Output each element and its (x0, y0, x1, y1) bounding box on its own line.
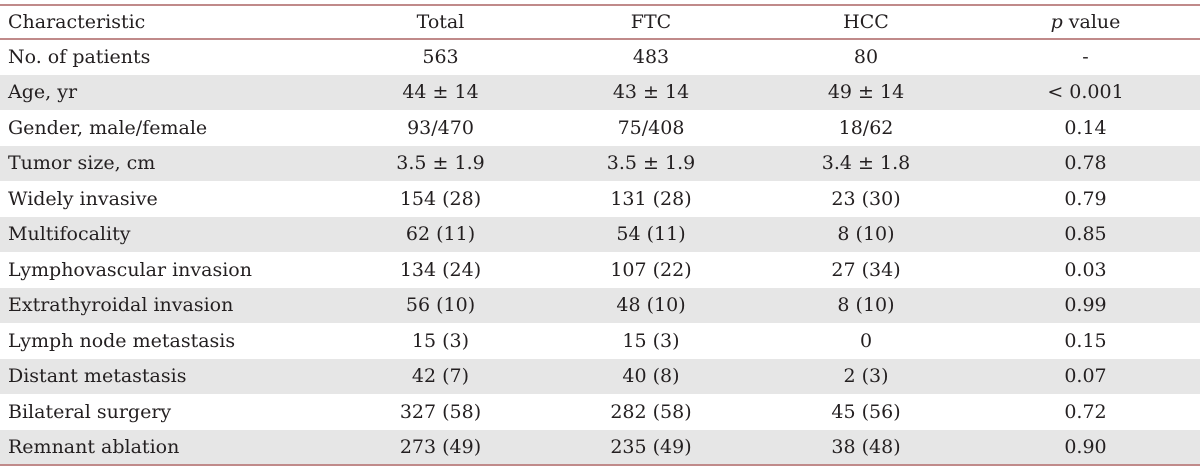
cell-p-value: 0.03 (1064, 258, 1107, 281)
cell-ftc: 282 (58) (610, 400, 692, 423)
cell-characteristic: Lymphovascular invasion (8, 258, 252, 281)
cell-ftc: 43 ± 14 (541, 74, 761, 110)
cell-p-value: < 0.001 (971, 74, 1200, 110)
header-row: Characteristic Total FTC HCC p value (0, 4, 1200, 40)
cell-hcc: 0 (859, 329, 873, 352)
table-header: Characteristic Total FTC HCC p value (0, 4, 1200, 40)
cell-ftc: 235 (49) (541, 429, 761, 466)
cell-p-value: 0.78 (971, 145, 1200, 181)
table-row: Multifocality 62 (11) 54 (11) 8 (10) 0.85 (0, 216, 1200, 252)
cell-characteristic: Lymph node metastasis (8, 329, 236, 352)
cell-total: 93/470 (407, 116, 474, 139)
header-p-label: value (1062, 11, 1121, 33)
cell-p-value: 0.14 (1064, 116, 1107, 139)
cell-ftc: 15 (3) (622, 329, 680, 352)
header-ftc: FTC (541, 4, 761, 40)
table-body: No. of patients 563 483 80 - Age, yr 44 ± 14 43… (0, 39, 1200, 466)
cell-characteristic: Widely invasive (8, 187, 158, 210)
cell-hcc: 80 (853, 46, 879, 69)
cell-characteristic: No. of patients (8, 46, 151, 69)
cell-total: 273 (49) (340, 429, 541, 466)
cell-ftc: 54 (11) (541, 216, 761, 252)
cell-p-value: - (1082, 46, 1089, 69)
table-row: Distant metastasis 42 (7) 40 (8) 2 (3) 0.07 (0, 358, 1200, 394)
cell-ftc: 131 (28) (610, 187, 692, 210)
cell-ftc: 75/408 (617, 116, 685, 139)
cell-ftc: 48 (10) (541, 287, 761, 323)
cell-hcc: 38 (48) (761, 429, 971, 466)
cell-total: 42 (7) (340, 358, 541, 394)
table-row: Age, yr 44 ± 14 43 ± 14 49 ± 14 < 0.001 (0, 74, 1200, 110)
cell-ftc: 40 (8) (541, 358, 761, 394)
cell-p-value: 0.15 (1064, 329, 1107, 352)
characteristics-table-container: Characteristic Total FTC HCC p value No.… (0, 4, 1200, 466)
cell-ftc: 107 (22) (610, 258, 692, 281)
cell-p-value: 0.85 (971, 216, 1200, 252)
cell-hcc: 8 (10) (761, 216, 971, 252)
cell-total: 56 (10) (340, 287, 541, 323)
cell-total: 44 ± 14 (340, 74, 541, 110)
cell-total: 563 (422, 46, 459, 69)
table-row: Bilateral surgery 327 (58) 282 (58) 45 (56)… (0, 394, 1200, 430)
cell-p-value: 0.90 (971, 429, 1200, 466)
cell-p-value: 0.72 (1064, 400, 1107, 423)
table-row: Tumor size, cm 3.5 ± 1.9 3.5 ± 1.9 3.4 ± 1.… (0, 145, 1200, 181)
cell-p-value: 0.79 (1064, 187, 1107, 210)
header-characteristic: Characteristic (0, 4, 340, 40)
header-hcc: HCC (761, 4, 971, 40)
cell-total: 327 (58) (399, 400, 482, 423)
cell-total: 3.5 ± 1.9 (340, 145, 541, 181)
cell-total: 62 (11) (340, 216, 541, 252)
cell-total: 154 (28) (399, 187, 482, 210)
table-row: Lymphovascular invasion 134 (24) 107 (22) 2… (0, 252, 1200, 288)
table-row: No. of patients 563 483 80 - (0, 39, 1200, 75)
cell-hcc: 27 (34) (831, 258, 901, 281)
cell-p-value: 0.99 (971, 287, 1200, 323)
cell-total: 15 (3) (411, 329, 470, 352)
cell-characteristic: Bilateral surgery (8, 400, 172, 423)
cell-characteristic: Remnant ablation (0, 429, 340, 466)
cell-hcc: 49 ± 14 (761, 74, 971, 110)
table-row: Gender, male/female 93/470 75/408 18/62 0.14 (0, 110, 1200, 146)
cell-p-value: 0.07 (971, 358, 1200, 394)
cell-ftc: 3.5 ± 1.9 (541, 145, 761, 181)
cell-hcc: 3.4 ± 1.8 (761, 145, 971, 181)
table-row: Lymph node metastasis 15 (3) 15 (3) 0 0.15 (0, 323, 1200, 359)
cell-hcc: 45 (56) (831, 400, 901, 423)
cell-characteristic: Gender, male/female (8, 116, 208, 139)
cell-hcc: 2 (3) (761, 358, 971, 394)
cell-total: 134 (24) (399, 258, 482, 281)
table-row: Extrathyroidal invasion 56 (10) 48 (10) 8 (… (0, 287, 1200, 323)
characteristics-table: Characteristic Total FTC HCC p value No.… (0, 4, 1200, 466)
header-total: Total (340, 4, 541, 40)
cell-characteristic: Age, yr (0, 74, 340, 110)
cell-characteristic: Distant metastasis (0, 358, 340, 394)
cell-hcc: 18/62 (838, 116, 894, 139)
header-p-value: p value (971, 4, 1200, 40)
cell-characteristic: Multifocality (0, 216, 340, 252)
cell-hcc: 23 (30) (831, 187, 901, 210)
cell-hcc: 8 (10) (761, 287, 971, 323)
cell-ftc: 483 (632, 46, 670, 69)
cell-characteristic: Extrathyroidal invasion (0, 287, 340, 323)
table-row: Remnant ablation 273 (49) 235 (49) 38 (48) 0… (0, 429, 1200, 466)
header-p-symbol: p (1050, 11, 1063, 33)
cell-characteristic: Tumor size, cm (0, 145, 340, 181)
table-row: Widely invasive 154 (28) 131 (28) 23 (30) 0.… (0, 181, 1200, 217)
